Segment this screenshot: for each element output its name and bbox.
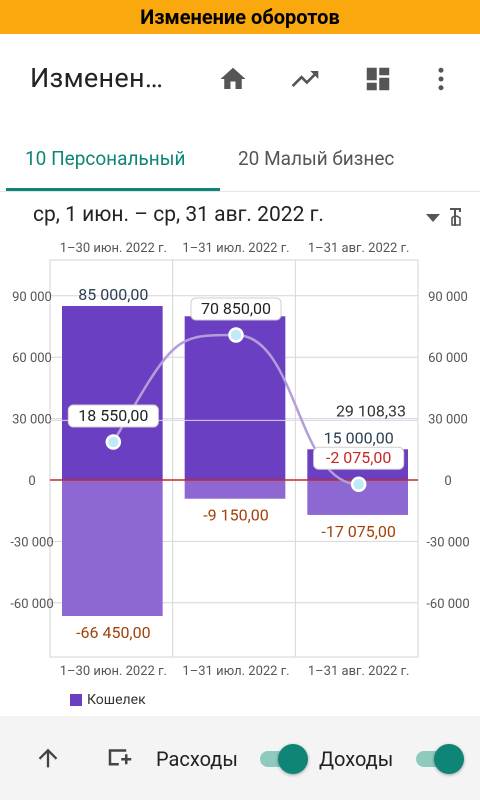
bar-expenses-label: -9 150,00 (203, 506, 269, 525)
tab-indicator (6, 188, 220, 191)
dashboard-icon[interactable] (361, 62, 395, 96)
home-icon[interactable] (216, 62, 250, 96)
balance-callout (313, 446, 405, 470)
y-tick-label-right: 60 000 (428, 351, 468, 366)
y-tick-label-right: 90 000 (428, 290, 468, 305)
x-tick-label-top: 1–31 июл. 2022 г. (182, 241, 289, 256)
trending-up-icon[interactable] (288, 62, 322, 96)
y-tick-label-left: 60 000 (12, 351, 52, 366)
balance-callout (190, 297, 282, 321)
balance-point-label: -2 075,00 (326, 448, 392, 467)
income-label: Доходы (319, 747, 394, 771)
y-tick-label-left: -30 000 (10, 535, 53, 550)
bar-expenses-label: -66 450,00 (76, 623, 150, 642)
x-tick-label-top: 1–31 авг. 2022 г. (308, 241, 410, 256)
bar-expenses (184, 480, 286, 499)
x-tick-label-bottom: 1–31 авг. 2022 г. (308, 664, 410, 679)
balance-point (350, 476, 367, 492)
tab-personal[interactable]: 10 Персональный (25, 146, 186, 170)
plot-frame (49, 259, 419, 658)
add-to-queue-icon[interactable] (104, 742, 136, 774)
bar-income-label: 15 000,00 (324, 428, 394, 447)
income-toggle[interactable] (412, 744, 464, 774)
tab-small-business[interactable]: 20 Малый бизнес (238, 146, 395, 170)
y-tick-label-right: -60 000 (426, 597, 469, 612)
average-line-label: 29 108,33 (336, 401, 406, 420)
tab-bar: 10 Персональный 20 Малый бизнес (0, 124, 480, 192)
x-tick-label-bottom: 1–30 июн. 2022 г. (60, 664, 167, 679)
page-title: Изменен… (30, 62, 164, 94)
balance-point (105, 434, 122, 450)
toggle-knob (278, 744, 308, 774)
bottom-toolbar: Расходы Доходы (0, 716, 480, 800)
app-banner: Изменение оборотов (0, 0, 480, 34)
bar-income (62, 306, 163, 480)
arrow-up-icon[interactable] (32, 742, 64, 774)
y-tick-label-left: 30 000 (12, 413, 52, 428)
bar-income-label: 85 000,00 (78, 285, 148, 304)
balance-point (228, 327, 244, 343)
y-tick-label-left: 90 000 (12, 290, 52, 305)
legend-swatch (70, 694, 82, 706)
y-tick-label-left: 0 (28, 474, 35, 489)
app-bar: Изменен… (0, 34, 480, 124)
more-vert-icon[interactable] (424, 62, 458, 96)
y-tick-label-right: 0 (444, 474, 451, 489)
balance-point-label: 18 550,00 (78, 406, 148, 425)
dropdown-touch-icon[interactable] (424, 206, 466, 230)
turnover-chart: 90 000 90 000 60 000 60 000 30 000 30 000 0 0 -3… (10, 241, 469, 679)
bar-expenses (62, 480, 163, 617)
chart-legend: Кошелек (70, 692, 146, 708)
y-tick-label-left: -60 000 (10, 597, 53, 612)
expenses-toggle[interactable] (256, 744, 308, 774)
balance-callout (67, 404, 159, 428)
x-tick-label-top: 1–30 июн. 2022 г. (60, 241, 167, 256)
balance-point-label: 70 850,00 (201, 299, 271, 318)
y-tick-label-right: -30 000 (426, 535, 469, 550)
legend-label: Кошелек (87, 692, 146, 708)
banner-title: Изменение оборотов (140, 5, 340, 29)
expenses-label: Расходы (156, 747, 238, 771)
toggle-knob (434, 744, 464, 774)
bar-income (184, 316, 286, 480)
bar-expenses-label: -17 075,00 (321, 522, 395, 541)
y-tick-label-right: 30 000 (428, 413, 468, 428)
date-range-label[interactable]: ср, 1 июн. – ср, 31 авг. 2022 г. (33, 203, 324, 227)
x-tick-label-bottom: 1–31 июл. 2022 г. (182, 664, 289, 679)
